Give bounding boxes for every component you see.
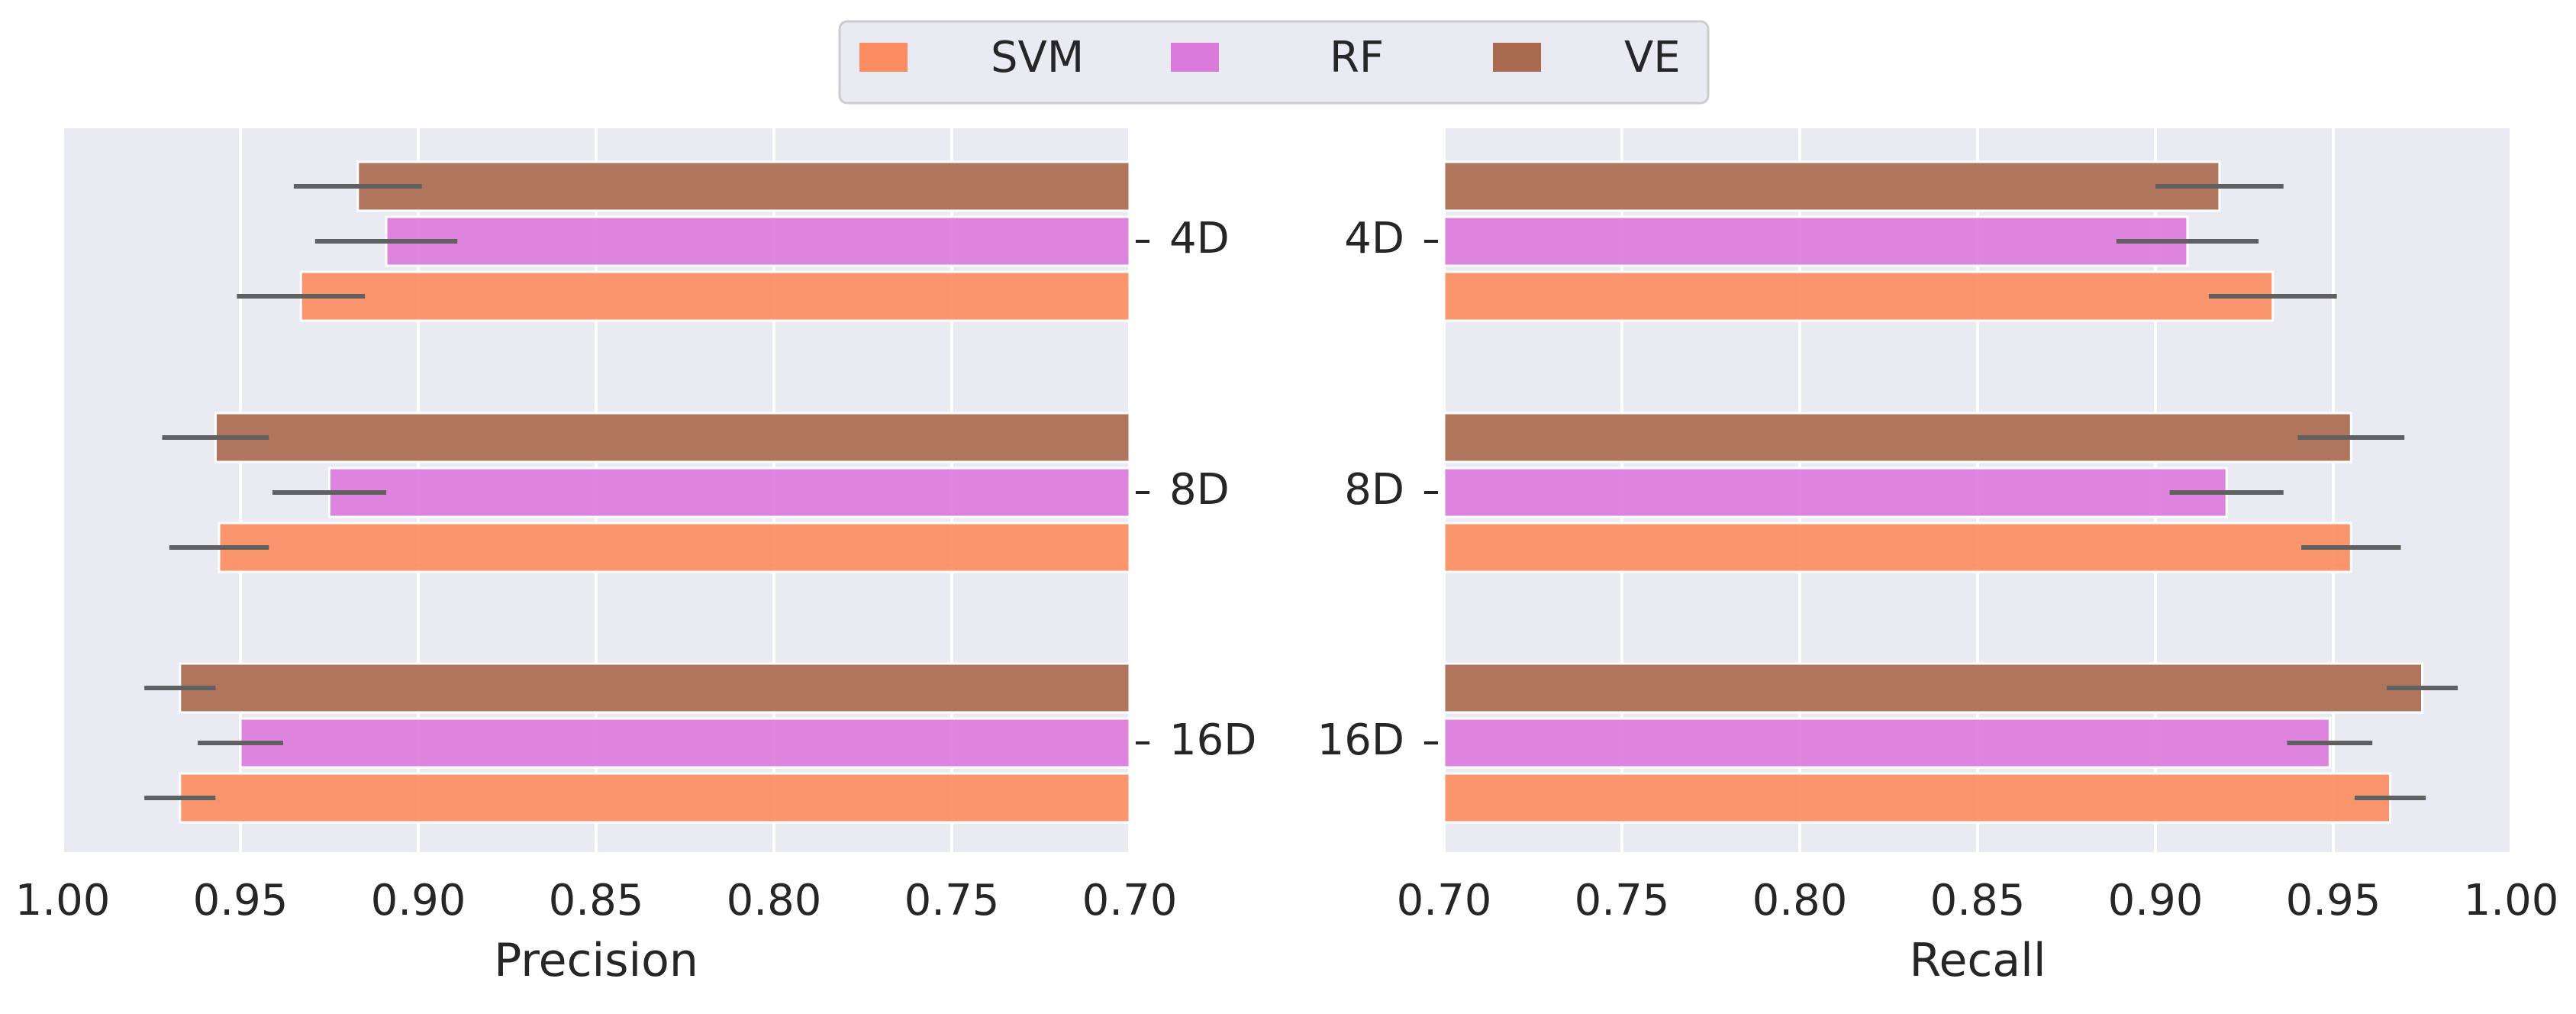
category-label-8d: 8D [1344,465,1404,515]
x-tick-label: 0.85 [549,876,644,925]
x-tick-label: 1.00 [15,876,111,925]
x-tick-label: 0.95 [193,876,289,925]
precision-x-ticks: 1.00 0.95 0.90 0.85 0.80 0.75 0.70 [15,876,1178,925]
recall-x-ticks: 0.70 0.75 0.80 0.85 0.90 0.95 1.00 [1397,876,2559,925]
precision-bars [179,160,1131,824]
legend-label-svm: SVM [991,33,1084,82]
bar-rf-8d [328,467,1131,518]
x-tick-label: 0.75 [1575,876,1670,925]
bar-ve-8d [214,412,1131,463]
bar-ve-4d [1443,160,2221,212]
bar-svm-4d [1443,270,2275,322]
x-tick-label: 0.95 [2286,876,2381,925]
legend: SVM RF VE [838,20,1710,105]
x-tick-label: 0.80 [727,876,822,925]
category-label-8d: 8D [1169,465,1230,515]
x-tick-label: 0.75 [904,876,1000,925]
bar-rf-8d [1443,467,2228,518]
x-tick-label: 0.70 [1397,876,1492,925]
precision-x-axis-title: Precision [494,934,698,987]
bar-rf-4d [1443,215,2189,267]
x-tick-label: 0.90 [371,876,466,925]
recall-panel: 4D 8D 16D 0.70 0.75 0.80 0.85 0.90 0.95 1.00 Rec… [1317,128,2559,987]
category-label-16d: 16D [1317,715,1404,765]
x-tick-label: 0.80 [1752,876,1848,925]
x-tick-label: 0.85 [1930,876,2026,925]
legend-label-rf: RF [1330,33,1384,82]
x-tick-label: 0.90 [2108,876,2204,925]
category-label-4d: 4D [1169,214,1230,263]
bar-ve-4d [356,160,1131,212]
bar-ve-8d [1443,412,2352,463]
legend-swatch-rf [1171,43,1219,72]
recall-error-bars [2116,184,2458,800]
bar-svm-16d [1443,772,2392,824]
bar-rf-4d [385,215,1131,267]
category-label-4d: 4D [1344,214,1404,263]
legend-swatch-ve [1493,43,1541,72]
category-label-16d: 16D [1169,715,1256,765]
bar-ve-16d [1443,662,2423,714]
recall-category-axis: 4D 8D 16D [1317,214,1438,765]
bar-svm-8d [1443,522,2352,573]
bar-svm-4d [299,270,1131,322]
precision-panel: 4D 8D 16D 1.00 0.95 0.90 0.85 0.80 0.75 0.70 Pre… [15,128,1256,987]
x-tick-label: 0.70 [1082,876,1178,925]
recall-x-axis-title: Recall [1909,934,2046,987]
bar-rf-16d [1443,717,2331,769]
bar-rf-16d [239,717,1131,769]
legend-swatch-svm [859,43,908,72]
precision-error-bars [144,184,458,800]
bar-ve-16d [179,662,1131,714]
bar-svm-8d [218,522,1131,573]
x-tick-label: 1.00 [2464,876,2559,925]
legend-frame [838,20,1710,105]
bar-svm-16d [179,772,1131,824]
precision-category-axis: 4D 8D 16D [1136,214,1256,765]
legend-label-ve: VE [1624,33,1681,82]
